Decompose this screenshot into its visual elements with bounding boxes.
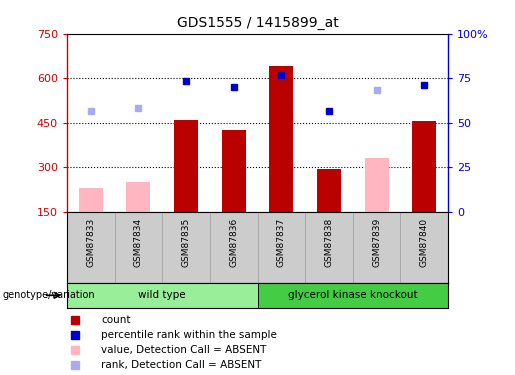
Text: wild type: wild type xyxy=(139,290,186,300)
Text: GSM87833: GSM87833 xyxy=(87,217,95,267)
Text: value, Detection Call = ABSENT: value, Detection Call = ABSENT xyxy=(101,345,267,355)
Bar xyxy=(269,66,293,212)
Text: GSM87839: GSM87839 xyxy=(372,217,381,267)
Title: GDS1555 / 1415899_at: GDS1555 / 1415899_at xyxy=(177,16,338,30)
Text: GSM87834: GSM87834 xyxy=(134,217,143,267)
Text: rank, Detection Call = ABSENT: rank, Detection Call = ABSENT xyxy=(101,360,262,370)
Text: GSM87838: GSM87838 xyxy=(324,217,333,267)
Bar xyxy=(365,158,388,212)
Bar xyxy=(127,182,150,212)
Bar xyxy=(67,283,258,308)
Text: GSM87837: GSM87837 xyxy=(277,217,286,267)
Text: count: count xyxy=(101,315,131,325)
Text: GSM87836: GSM87836 xyxy=(229,217,238,267)
Text: genotype/variation: genotype/variation xyxy=(3,290,95,300)
Text: GSM87840: GSM87840 xyxy=(420,217,428,267)
Text: glycerol kinase knockout: glycerol kinase knockout xyxy=(288,290,418,300)
Bar xyxy=(222,130,246,212)
Bar xyxy=(258,283,448,308)
Text: GSM87835: GSM87835 xyxy=(182,217,191,267)
Bar xyxy=(174,120,198,212)
Bar xyxy=(317,169,341,212)
Text: percentile rank within the sample: percentile rank within the sample xyxy=(101,330,277,340)
Bar xyxy=(413,122,436,212)
Bar xyxy=(79,188,102,212)
